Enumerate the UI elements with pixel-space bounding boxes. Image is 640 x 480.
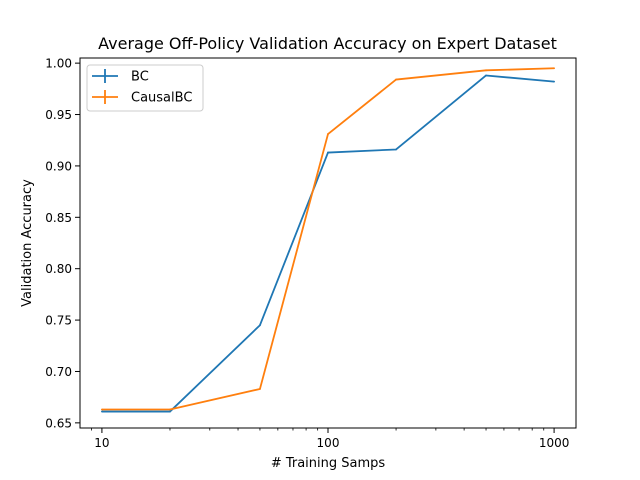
y-tick-label: 0.80 — [45, 262, 72, 276]
legend-label-causalbc: CausalBC — [131, 91, 192, 106]
series-line-causalbc — [101, 67, 555, 411]
data-point-bc — [395, 148, 397, 151]
legend: BC CausalBC — [86, 64, 204, 112]
y-axis-label: Validation Accuracy — [20, 179, 35, 307]
series-line-bc — [101, 74, 555, 413]
y-tick-label: 1.00 — [45, 57, 72, 71]
x-tick-label: 1000 — [539, 436, 570, 450]
data-point-bc — [101, 410, 103, 413]
x-tick-label: 10 — [94, 436, 109, 450]
data-point-causalbc — [485, 69, 487, 72]
data-point-bc — [259, 324, 261, 327]
data-point-causalbc — [553, 67, 555, 70]
x-axis: 10 100 1000 — [91, 428, 570, 450]
y-axis: 0.65 0.70 0.75 0.80 0.85 0.90 0.95 1.00 — [45, 57, 80, 430]
x-tick-label: 100 — [317, 436, 340, 450]
y-tick-label: 0.75 — [45, 314, 72, 328]
data-point-bc — [485, 74, 487, 77]
data-point-causalbc — [101, 408, 103, 411]
data-point-bc — [553, 80, 555, 83]
chart-title: Average Off-Policy Validation Accuracy o… — [98, 34, 557, 53]
y-tick-label: 0.65 — [45, 416, 72, 430]
data-point-causalbc — [259, 388, 261, 390]
y-tick-label: 0.90 — [45, 159, 72, 173]
y-tick-label: 0.85 — [45, 211, 72, 225]
data-point-bc — [169, 410, 171, 413]
data-point-causalbc — [395, 78, 397, 81]
x-axis-label: # Training Samps — [271, 456, 386, 471]
data-point-causalbc — [327, 133, 329, 135]
y-tick-label: 0.95 — [45, 108, 72, 122]
data-point-causalbc — [169, 408, 171, 411]
data-point-bc — [327, 151, 329, 154]
y-tick-label: 0.70 — [45, 365, 72, 379]
series-layer — [101, 67, 555, 413]
plot-frame — [79, 57, 577, 429]
legend-label-bc: BC — [131, 70, 149, 85]
